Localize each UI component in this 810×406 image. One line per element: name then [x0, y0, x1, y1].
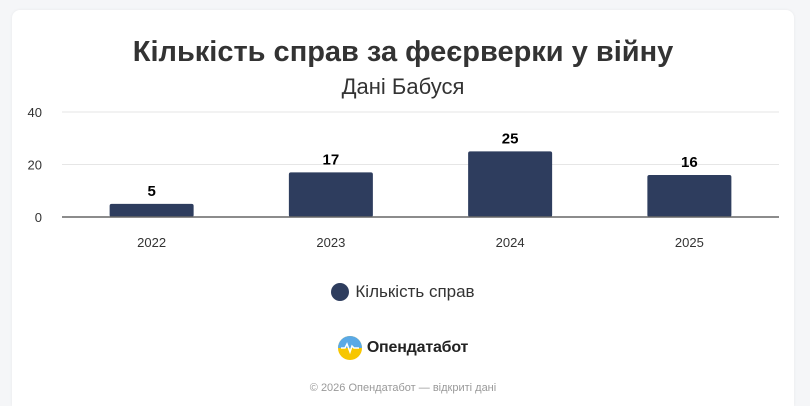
bar[interactable] — [109, 203, 194, 217]
chart-card: Кількість справ за феєрверки у війну Дан… — [12, 10, 794, 406]
data-label: 16 — [681, 154, 698, 171]
chart-title: Кількість справ за феєрверки у війну — [132, 36, 674, 68]
legend-label: Кількість справ — [355, 282, 475, 301]
bar[interactable] — [288, 172, 373, 217]
data-label: 25 — [502, 130, 519, 147]
data-label: 17 — [323, 151, 340, 168]
brand[interactable]: Опендатабот — [12, 336, 794, 360]
data-label: 5 — [147, 183, 155, 200]
x-tick-label: 2022 — [137, 235, 166, 250]
x-tick-label: 2023 — [316, 235, 345, 250]
bar[interactable] — [647, 175, 732, 217]
brand-name: Опендатабот — [366, 339, 469, 356]
opendatabot-logo-icon — [337, 336, 362, 360]
y-tick-label: 20 — [28, 158, 42, 173]
legend[interactable]: Кількість справ — [12, 282, 794, 302]
x-tick-label: 2024 — [496, 235, 525, 250]
bar[interactable] — [468, 151, 553, 217]
y-tick-label: 40 — [28, 105, 42, 120]
chart-subtitle: Дані Бабуся — [341, 74, 465, 99]
bar-chart: 0 20 40 5 2022 17 2023 25 2024 16 2025 — [28, 105, 779, 250]
y-tick-label: 0 — [35, 210, 42, 225]
x-tick-label: 2025 — [675, 235, 704, 250]
footer-text: © 2026 Опендатабот — відкриті дані — [309, 382, 497, 394]
legend-marker-icon — [331, 283, 350, 301]
